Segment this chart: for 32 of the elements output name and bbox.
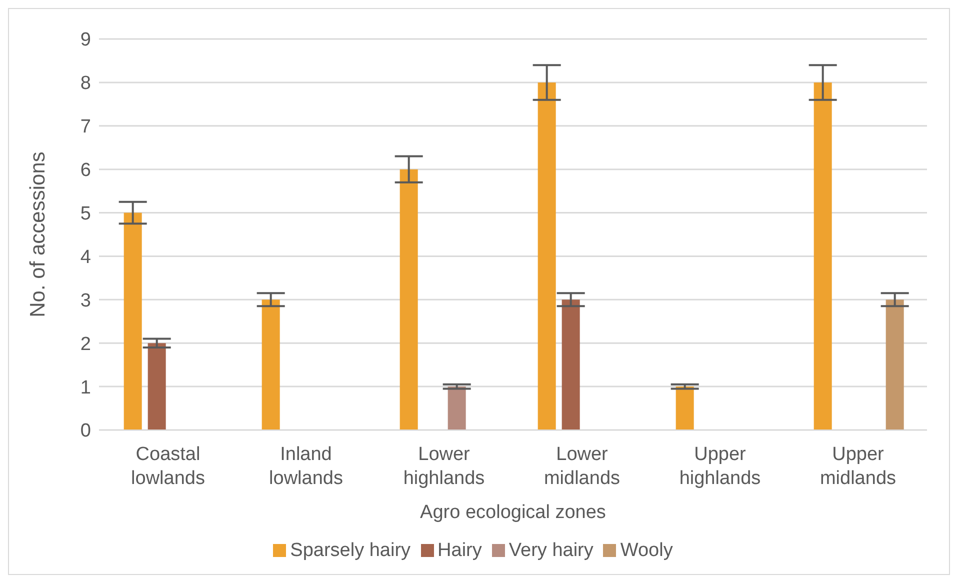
x-tick-label: Lower highlands	[403, 444, 485, 489]
y-tick-label: 9	[80, 30, 91, 51]
x-tick-label: Lower midlands	[544, 444, 620, 489]
x-tick-label: Inland lowlands	[269, 444, 343, 489]
legend-label: Wooly	[620, 540, 673, 561]
bar	[124, 212, 142, 430]
bar	[538, 82, 556, 430]
y-tick-label: 4	[80, 246, 92, 268]
y-tick-label: 0	[80, 420, 91, 442]
x-tick-label: Upper highlands	[679, 444, 761, 489]
y-tick-label: 3	[80, 290, 91, 312]
y-tick-label: 5	[80, 204, 91, 225]
y-tick-label: 8	[80, 73, 91, 94]
bar	[448, 386, 466, 430]
bar	[148, 343, 166, 430]
bar	[886, 300, 904, 430]
bar	[562, 300, 580, 430]
y-tick-label: 1	[80, 377, 91, 398]
bar	[676, 386, 694, 430]
x-tick-label: Upper midlands	[820, 444, 896, 489]
legend-label: Very hairy	[508, 540, 594, 561]
x-axis-title: Agro ecological zones	[420, 502, 606, 523]
legend-label: Sparsely hairy	[290, 540, 411, 561]
legend-label: Hairy	[438, 540, 482, 561]
x-tick-label: Coastal lowlands	[131, 444, 205, 489]
y-tick-label: 6	[80, 160, 91, 182]
bar	[262, 300, 280, 430]
bar	[814, 82, 832, 430]
y-axis-title: No. of accessions	[26, 152, 50, 318]
y-tick-label: 7	[80, 116, 91, 138]
y-tick-label: 2	[80, 334, 91, 355]
bar	[400, 169, 418, 430]
